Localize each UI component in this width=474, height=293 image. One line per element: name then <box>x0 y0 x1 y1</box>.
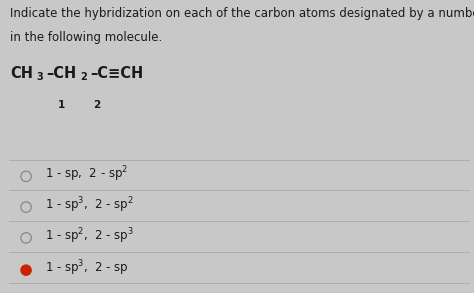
Text: –C≡CH: –C≡CH <box>90 66 143 81</box>
Text: CH: CH <box>10 66 34 81</box>
Text: 1 - sp,  2 - sp$^{2}$: 1 - sp, 2 - sp$^{2}$ <box>45 165 128 184</box>
Text: –CH: –CH <box>46 66 76 81</box>
Text: 3: 3 <box>36 72 43 82</box>
Ellipse shape <box>21 265 31 275</box>
Text: Indicate the hybridization on each of the carbon atoms designated by a numbe: Indicate the hybridization on each of th… <box>10 7 474 20</box>
Text: 1 - sp$^{3}$,  2 - sp$^{2}$: 1 - sp$^{3}$, 2 - sp$^{2}$ <box>45 195 134 215</box>
Text: 1 - sp$^{3}$,  2 - sp: 1 - sp$^{3}$, 2 - sp <box>45 258 129 278</box>
Text: in the following molecule.: in the following molecule. <box>10 31 163 44</box>
Text: 1 - sp$^{2}$,  2 - sp$^{3}$: 1 - sp$^{2}$, 2 - sp$^{3}$ <box>45 226 134 246</box>
Text: 2: 2 <box>81 72 87 82</box>
Text: 2: 2 <box>93 100 100 110</box>
Text: 1: 1 <box>58 100 65 110</box>
